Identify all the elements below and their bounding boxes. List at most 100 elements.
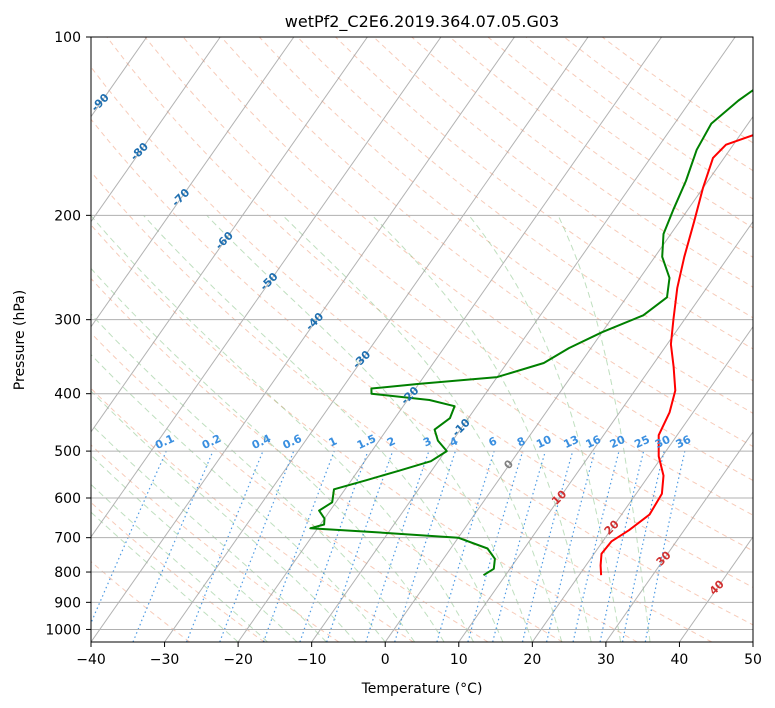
x-tick-label: 30 [597, 652, 615, 668]
isotherm-label: -20 [398, 384, 421, 407]
dry-adiabat [220, 37, 753, 448]
isotherm-label: 0 [501, 457, 516, 472]
dry-adiabat [106, 37, 753, 552]
mixing-ratio-label: 0.4 [250, 432, 273, 452]
x-tick-label: −30 [150, 652, 180, 668]
y-tick-label: 700 [54, 531, 81, 547]
dry-adiabat [373, 37, 753, 319]
mixing-ratio-line [521, 450, 574, 642]
isotherm-label: 40 [707, 577, 727, 597]
isotherm-label: 10 [549, 487, 569, 507]
dry-adiabat [91, 560, 191, 642]
isotherm [164, 37, 589, 642]
isotherm [752, 641, 753, 642]
moist-adiabat [91, 511, 239, 642]
moist-adiabat [91, 454, 298, 642]
moist-adiabat [91, 483, 268, 642]
isotherm [0, 37, 73, 642]
mixing-ratio-label: 30 [653, 433, 673, 451]
dry-adiabat [91, 118, 753, 626]
isotherm [91, 37, 295, 328]
isotherm [91, 37, 515, 642]
dry-adiabat [91, 444, 340, 642]
y-axis: 100 200 300 400 500 600 700 800 900 1000 [45, 30, 91, 638]
dewpoint-line [309, 88, 753, 577]
mixing-ratio-line [492, 450, 546, 642]
y-tick-label: 800 [54, 565, 81, 581]
isotherm-label: -50 [257, 270, 280, 293]
mixing-ratio-line [219, 450, 295, 642]
isotherm [91, 37, 368, 433]
y-tick-label: 100 [54, 30, 81, 46]
plot-area [90, 36, 754, 643]
isotherm-label: -70 [169, 186, 192, 209]
dry-adiabat [91, 171, 713, 642]
mixing-ratio-label: 2 [385, 434, 397, 449]
isotherm [605, 430, 753, 642]
y-tick-label: 1000 [45, 622, 81, 638]
x-tick-label: −40 [76, 652, 106, 668]
isotherm-label: -30 [350, 348, 373, 371]
isotherm-label: 30 [654, 548, 674, 568]
mixing-ratio-label: 0.1 [153, 432, 176, 452]
mixing-ratio-label: 13 [562, 433, 581, 451]
y-tick-label: 200 [54, 208, 81, 224]
isotherm-label: -90 [89, 91, 112, 114]
temperature-line [599, 134, 753, 576]
mixing-ratio-line [467, 450, 524, 642]
dry-adiabat [91, 501, 265, 642]
mixing-ratio-line [622, 450, 665, 642]
x-axis: −40 −30 −20 −10 0 10 20 30 40 50 [76, 642, 762, 668]
chart-title: wetPf2_C2E6.2019.364.07.05.G03 [285, 12, 559, 32]
x-tick-label: 40 [671, 652, 689, 668]
x-tick-label: −10 [297, 652, 327, 668]
mixing-ratio-label: 16 [584, 433, 604, 451]
dry-adiabat [487, 37, 753, 229]
dry-adiabat [182, 37, 753, 482]
isotherm [458, 220, 753, 642]
mixing-ratio-line [572, 450, 620, 642]
isotherm-label: -80 [128, 140, 151, 163]
y-tick-label: 400 [54, 387, 81, 403]
x-tick-label: 10 [450, 652, 468, 668]
mixing-ratio-line [644, 450, 686, 642]
mixing-ratio-line [546, 450, 596, 642]
dry-adiabat [91, 332, 489, 642]
profile-series [309, 88, 753, 577]
mixing-ratio-line [262, 450, 335, 642]
mixing-ratio-line [326, 450, 394, 642]
isotherm [384, 115, 753, 642]
mixing-ratio-label: 36 [674, 433, 694, 451]
mixing-ratio-label: 1 [327, 434, 339, 449]
isotherm [531, 325, 753, 642]
x-tick-label: 0 [381, 652, 390, 668]
moist-adiabat [143, 214, 504, 642]
dry-adiabat [297, 37, 753, 382]
y-tick-label: 300 [54, 313, 81, 329]
isotherm [237, 37, 663, 642]
dry-adiabat [144, 37, 753, 516]
mixing-ratio-line [365, 450, 430, 642]
moist-adiabat [468, 214, 622, 642]
moist-adiabat [91, 214, 474, 642]
mixing-ratio-line [186, 450, 264, 642]
mixing-ratio-label: 1.5 [355, 432, 378, 452]
isotherm [679, 536, 753, 642]
isotherm-label: -60 [213, 229, 236, 252]
mixing-ratio-line [436, 450, 495, 642]
moist-adiabat [371, 214, 592, 642]
isotherm [91, 37, 221, 223]
y-tick-label: 900 [54, 595, 81, 611]
moist-adiabat [206, 214, 533, 642]
mixing-ratio-line [132, 450, 214, 642]
x-tick-label: 20 [523, 652, 541, 668]
x-tick-label: 50 [744, 652, 762, 668]
y-tick-label: 500 [54, 444, 81, 460]
dry-adiabat [91, 224, 638, 642]
isotherm [91, 37, 442, 538]
mixing-ratio-label: 0.6 [281, 432, 304, 452]
dry-adiabat [91, 277, 563, 642]
dry-adiabat [91, 387, 414, 642]
mixing-ratio-label: 25 [632, 433, 651, 451]
